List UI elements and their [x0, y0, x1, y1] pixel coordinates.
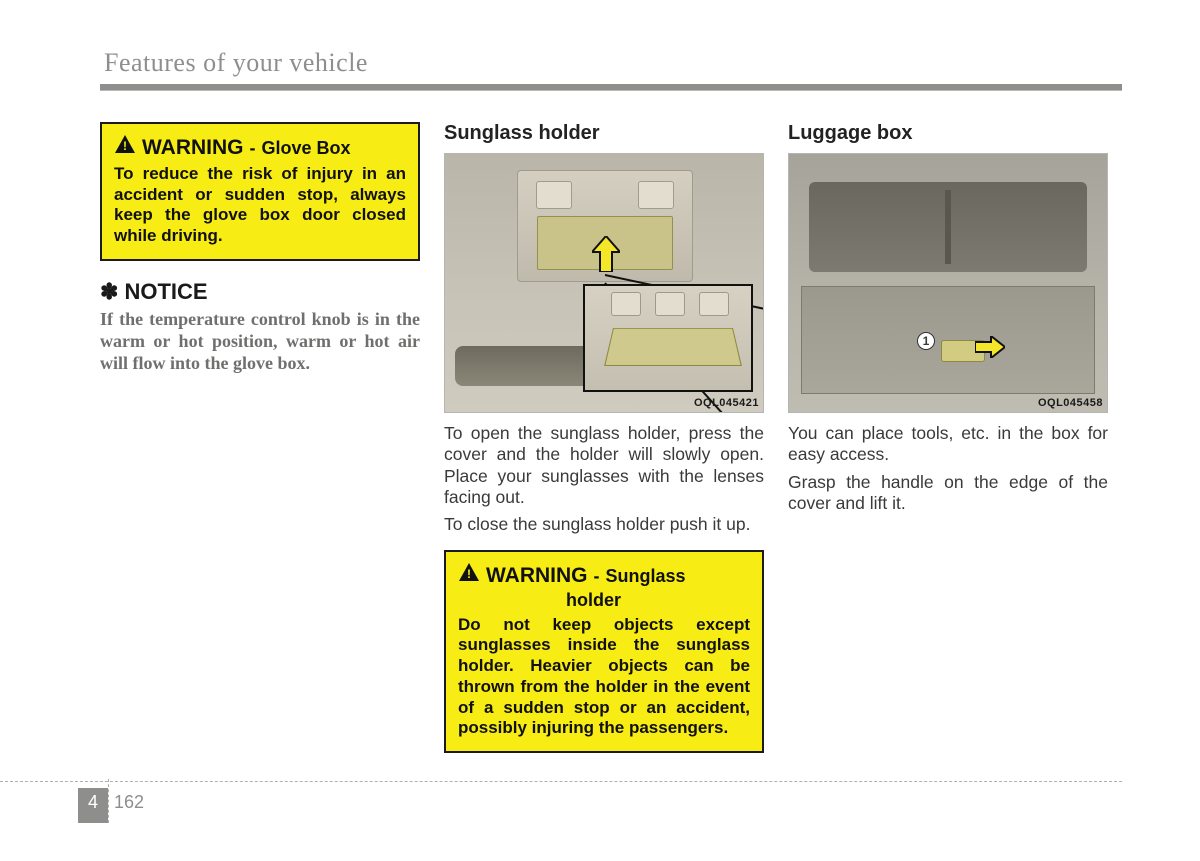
page-number: 162	[108, 788, 150, 817]
holder-open-shape	[604, 328, 742, 366]
warning-dash: -	[594, 566, 600, 587]
warning-dash: -	[250, 138, 256, 159]
warning-label: WARNING	[486, 564, 588, 588]
callout-number: 1	[917, 332, 935, 350]
warning-header: ! WARNING - Sunglass	[458, 562, 750, 588]
sunglass-para2: To close the sunglass holder push it up.	[444, 514, 764, 535]
column-1: ! WARNING - Glove Box To reduce the risk…	[100, 122, 420, 753]
warning-sunglass: ! WARNING - Sunglass holder Do not keep …	[444, 550, 764, 753]
sunglass-para1: To open the sunglass holder, press the c…	[444, 423, 764, 508]
section-header: Features of your vehicle	[100, 48, 1122, 90]
page-footer: 4 162	[0, 781, 1122, 821]
column-2: Sunglass holder OQL045421 To open the su…	[444, 122, 764, 753]
warning-triangle-icon: !	[114, 134, 136, 159]
figure-code: OQL045421	[694, 397, 759, 409]
luggage-para2: Grasp the handle on the edge of the cove…	[788, 472, 1108, 515]
figure-code: OQL045458	[1038, 397, 1103, 409]
warning-header: ! WARNING - Glove Box	[114, 134, 406, 160]
sunglass-title: Sunglass holder	[444, 122, 764, 145]
notice-symbol: ✽	[100, 279, 118, 305]
arrow-right-icon	[975, 336, 1005, 363]
warning-triangle-icon: !	[458, 562, 480, 587]
map-lights-shape	[611, 292, 729, 318]
figure-luggage-box: 1 OQL045458	[788, 153, 1108, 413]
warning-subject: Sunglass	[606, 566, 686, 587]
header-rule	[100, 84, 1122, 90]
warning-body: To reduce the risk of injury in an accid…	[114, 164, 406, 247]
notice-header: ✽ NOTICE	[100, 279, 420, 305]
column-3: Luggage box 1 OQL045458 You can place to…	[788, 122, 1108, 753]
notice-body: If the temperature control knob is in th…	[100, 309, 420, 375]
chapter-number: 4	[78, 788, 108, 823]
inset-detail	[583, 284, 753, 392]
figure-sunglass-holder: OQL045421	[444, 153, 764, 413]
warning-label: WARNING	[142, 136, 244, 160]
page-number-tab: 4 162	[78, 788, 150, 823]
mirror-shape	[455, 346, 595, 386]
header-title: Features of your vehicle	[100, 48, 1122, 78]
notice-label: NOTICE	[124, 279, 207, 305]
warning-subject: Glove Box	[262, 138, 351, 159]
luggage-title: Luggage box	[788, 122, 1108, 145]
warning-body: Do not keep objects except sunglasses in…	[458, 615, 750, 739]
svg-text:!: !	[123, 139, 127, 153]
warning-glove-box: ! WARNING - Glove Box To reduce the risk…	[100, 122, 420, 261]
svg-text:!: !	[467, 567, 471, 581]
luggage-para1: You can place tools, etc. in the box for…	[788, 423, 1108, 466]
warning-subject-line2: holder	[458, 590, 750, 611]
columns: ! WARNING - Glove Box To reduce the risk…	[100, 122, 1122, 753]
page: Features of your vehicle ! WARNING - Glo…	[0, 0, 1200, 753]
rear-seat-shape	[809, 182, 1087, 272]
arrow-up-icon	[592, 236, 620, 277]
